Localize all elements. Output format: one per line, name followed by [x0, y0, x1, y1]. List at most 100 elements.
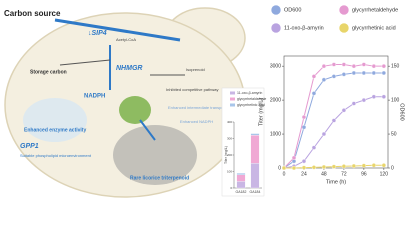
graphical-abstract: Carbon source ↓SIP4 Acetyl-CoA NHMGR Iso… [4, 4, 405, 198]
y-tick-label: 400 [227, 120, 232, 124]
data-point [291, 165, 297, 171]
data-point [341, 164, 347, 169]
data-point [331, 164, 337, 169]
legend-swatch [230, 97, 235, 101]
x-tick-label: 120 [380, 171, 389, 177]
y-tick-label: 0 [278, 165, 281, 171]
label: Storage carbon [30, 69, 67, 75]
bar-segment [236, 172, 246, 175]
enzyme-region [23, 98, 87, 142]
label: NADPH [84, 94, 105, 100]
data-point [301, 159, 307, 164]
x-tick-label: 72 [341, 171, 347, 177]
data-point [371, 70, 377, 76]
data-point [331, 74, 337, 79]
y-tick-label: 2000 [270, 97, 281, 103]
legend-label: glycyrrhetinic acid [352, 25, 396, 31]
organelle [113, 125, 197, 185]
legend-label: glycyrrhetinic acid [237, 103, 265, 107]
data-point [321, 63, 327, 69]
legend-label: glycyrrhetaldehyde [237, 97, 266, 101]
label: Enhanced intermediate transport [168, 105, 227, 110]
y2-tick-label: 150 [391, 64, 400, 70]
y2-axis-label: OD600 [399, 103, 405, 120]
data-point [301, 165, 307, 170]
data-point [311, 165, 317, 170]
data-point [381, 163, 387, 168]
data-point [361, 70, 367, 76]
data-point [291, 155, 297, 161]
carbon-arrow [54, 18, 181, 42]
legend-marker [270, 4, 282, 16]
legend-label: OD600 [284, 7, 301, 13]
data-point [351, 101, 357, 106]
data-point [361, 163, 367, 168]
label: Suitable phospholipid microenvironment [20, 153, 92, 158]
data-point [351, 63, 357, 69]
data-point [311, 74, 317, 79]
data-point [371, 163, 377, 168]
series-line [283, 96, 384, 169]
label: Carbon source [4, 9, 61, 18]
legend-label: 11-oxo-β-amyrin [284, 25, 324, 31]
legend-swatch [230, 103, 235, 107]
x-tick-label: GA182 [236, 190, 247, 194]
data-point [371, 63, 377, 69]
label: ↓SIP4 [88, 30, 107, 37]
data-point [341, 62, 347, 67]
y-axis-label: Titer (mg/L) [258, 98, 264, 126]
label: NHMGR [116, 65, 142, 72]
data-point [361, 62, 367, 67]
y-tick-label: 1000 [270, 131, 281, 137]
label: Rare licorice triterpenoid [130, 175, 189, 181]
data-point [331, 118, 337, 123]
x-tick-label: GA184 [250, 190, 261, 194]
y-tick-label: 200 [227, 153, 232, 157]
x-axis-label: Time (h) [326, 179, 346, 185]
legend-swatch [230, 91, 235, 95]
data-point [351, 70, 357, 76]
bar-segment [250, 163, 260, 189]
label: Acetyl-CoA [116, 37, 136, 42]
x-tick-label: 96 [361, 171, 367, 177]
y-axis-label: Titer (mg/L) [224, 146, 228, 164]
bar-segment [250, 133, 260, 136]
data-point [341, 108, 347, 113]
data-point [371, 94, 377, 99]
storage-arrow [59, 59, 111, 66]
label: Enhanced enzyme activity [24, 127, 86, 133]
data-point [381, 63, 387, 69]
legend-label: 11-oxo-β-amyrin [237, 91, 262, 95]
y-tick-label: 3000 [270, 64, 281, 70]
data-point [311, 91, 317, 96]
bar-segment [236, 181, 246, 189]
label: Inhibited competitive pathway [166, 87, 218, 92]
label: Isoprenoid [186, 67, 205, 72]
legend-marker [270, 22, 282, 34]
x-tick-label: 0 [283, 171, 286, 177]
data-point [381, 94, 387, 99]
data-point [341, 72, 347, 77]
data-point [281, 165, 287, 171]
y2-tick-label: 100 [391, 97, 400, 103]
series-line [283, 63, 384, 169]
data-point [331, 62, 337, 67]
x-tick-label: 48 [321, 171, 327, 177]
legend-label: glycyrrhetaldehyde [352, 7, 398, 13]
y-tick-label: 100 [227, 169, 232, 173]
data-point [381, 70, 387, 76]
enzyme-icon [119, 96, 151, 124]
legend-marker [338, 4, 350, 16]
bar-segment [250, 135, 260, 164]
data-point [321, 77, 327, 82]
data-point [301, 114, 307, 120]
bar-segment [236, 174, 246, 182]
y-tick-label: 300 [227, 136, 232, 140]
data-point [351, 163, 357, 169]
y2-tick-label: 50 [391, 131, 397, 137]
data-point [321, 131, 327, 137]
data-point [321, 164, 327, 170]
data-point [301, 125, 307, 130]
label: GPP1 [20, 143, 39, 150]
x-tick-label: 24 [301, 171, 307, 177]
